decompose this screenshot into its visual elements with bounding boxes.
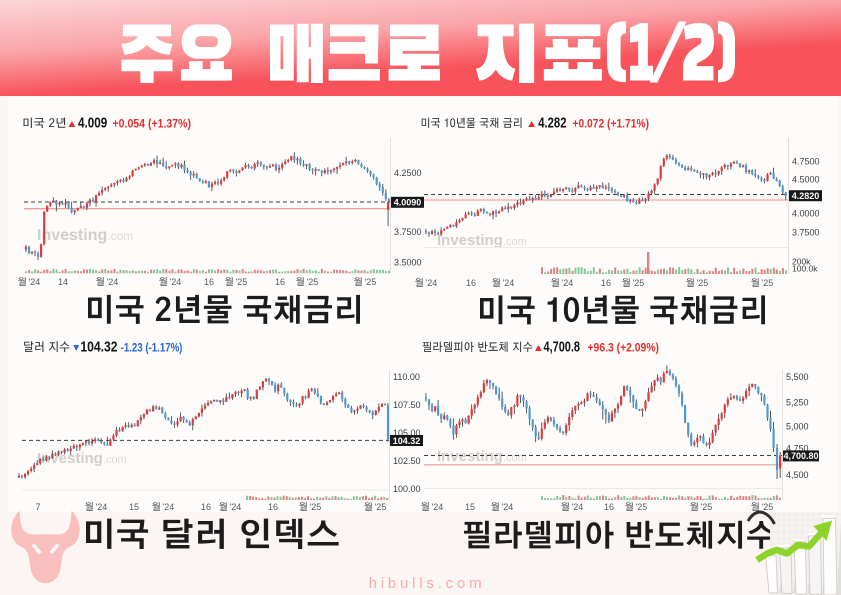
svg-text:-1.23 (-1.17%): -1.23 (-1.17%) [121,340,183,354]
svg-text:'25: '25 [307,277,319,287]
svg-text:'25: '25 [310,502,322,512]
svg-text:16: 16 [601,278,611,288]
svg-text:4.5000: 4.5000 [792,175,820,185]
svg-text:'24: '24 [29,277,41,287]
svg-text:16: 16 [268,502,278,512]
svg-text:'25: '25 [636,502,648,512]
svg-text:hibulls.com: hibulls.com [369,575,486,592]
svg-text:4.009: 4.009 [78,116,107,132]
svg-text:14: 14 [58,277,68,287]
svg-text:Investing.com: Investing.com [437,232,527,249]
svg-text:'25: '25 [375,502,387,512]
svg-text:4,500: 4,500 [786,470,809,480]
svg-text:'24: '24 [107,277,119,287]
svg-text:'25: '25 [762,502,774,512]
svg-text:4.7500: 4.7500 [792,157,820,167]
svg-text:4,700.80: 4,700.80 [783,451,818,461]
svg-text:+0.054 (+1.37%): +0.054 (+1.37%) [113,116,192,130]
svg-text:4.2820: 4.2820 [792,191,820,201]
svg-text:100.0k: 100.0k [792,264,818,274]
svg-text:'24: '24 [230,502,242,512]
svg-text:7: 7 [35,502,40,512]
svg-text:'24: '24 [502,502,514,512]
svg-text:5,250: 5,250 [786,398,809,408]
svg-text:'24: '24 [503,278,515,288]
svg-text:'24: '24 [432,502,444,512]
svg-text:15: 15 [465,502,475,512]
svg-text:'24: '24 [426,278,438,288]
svg-text:4,750: 4,750 [786,444,809,454]
svg-text:'24: '24 [562,278,574,288]
svg-text:'25: '25 [701,502,713,512]
svg-text:100.00: 100.00 [393,484,421,494]
svg-text:104.32: 104.32 [80,340,117,356]
svg-text:104.32: 104.32 [393,436,421,446]
svg-text:'25: '25 [697,278,709,288]
svg-text:5,000: 5,000 [786,422,809,432]
svg-text:105.00: 105.00 [393,428,421,438]
svg-text:16: 16 [275,277,285,287]
svg-text:16: 16 [604,502,614,512]
svg-text:'25: '25 [633,278,645,288]
svg-text:Investing.com: Investing.com [37,227,133,244]
svg-text:'25: '25 [365,277,377,287]
svg-text:4.2500: 4.2500 [394,168,422,178]
svg-text:'24: '24 [170,277,182,287]
svg-text:+0.072 (+1.71%): +0.072 (+1.71%) [573,116,650,130]
svg-text:5,500: 5,500 [786,372,809,382]
svg-text:3.5000: 3.5000 [394,258,422,268]
svg-text:4,700.8: 4,700.8 [544,340,581,356]
svg-text:'24: '24 [96,502,108,512]
svg-text:16: 16 [204,277,214,287]
svg-text:3.7500: 3.7500 [792,228,820,238]
svg-text:110.00: 110.00 [393,372,420,382]
svg-text:3.7500: 3.7500 [394,227,422,237]
svg-text:4.0090: 4.0090 [394,198,422,208]
svg-text:'25: '25 [762,278,774,288]
svg-text:16: 16 [466,278,476,288]
svg-text:'24: '24 [572,502,584,512]
svg-text:16: 16 [201,502,211,512]
svg-text:+96.3 (+2.09%): +96.3 (+2.09%) [588,340,660,354]
svg-text:4.282: 4.282 [538,116,566,132]
svg-text:'24: '24 [163,502,175,512]
svg-text:'25: '25 [236,277,248,287]
svg-text:200k: 200k [792,257,811,267]
svg-text:15: 15 [129,502,139,512]
svg-text:4.0000: 4.0000 [792,209,820,219]
svg-text:102.50: 102.50 [393,456,421,466]
svg-text:107.50: 107.50 [393,400,421,410]
